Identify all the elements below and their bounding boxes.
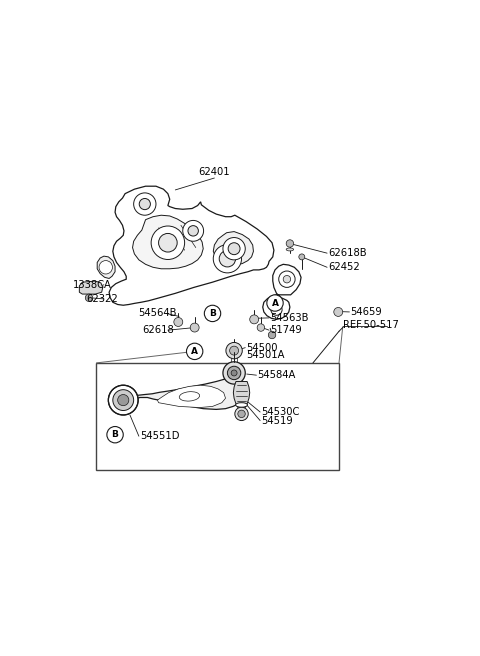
- Circle shape: [186, 343, 203, 359]
- Polygon shape: [132, 215, 203, 269]
- Circle shape: [271, 304, 282, 316]
- Text: A: A: [191, 347, 198, 356]
- Text: 62401: 62401: [199, 167, 230, 177]
- Text: REF.50-517: REF.50-517: [344, 320, 399, 331]
- Text: 62618: 62618: [142, 325, 174, 335]
- Text: 54551D: 54551D: [140, 431, 180, 441]
- Circle shape: [85, 294, 93, 302]
- Polygon shape: [109, 186, 274, 305]
- Text: 62618B: 62618B: [328, 248, 366, 258]
- Circle shape: [174, 318, 183, 327]
- Ellipse shape: [116, 390, 130, 411]
- Circle shape: [334, 308, 343, 316]
- Circle shape: [219, 251, 236, 267]
- Circle shape: [158, 234, 177, 252]
- Text: B: B: [209, 309, 216, 318]
- Circle shape: [190, 323, 199, 332]
- Polygon shape: [79, 281, 103, 294]
- Circle shape: [107, 426, 123, 443]
- Text: 54564B: 54564B: [138, 308, 177, 318]
- Circle shape: [250, 315, 259, 324]
- Polygon shape: [263, 264, 301, 319]
- Circle shape: [188, 226, 198, 236]
- Circle shape: [118, 394, 129, 405]
- Circle shape: [228, 366, 241, 380]
- Polygon shape: [97, 256, 115, 278]
- Ellipse shape: [236, 403, 248, 407]
- Circle shape: [238, 410, 245, 418]
- Text: 54563B: 54563B: [270, 313, 309, 323]
- Text: 54584A: 54584A: [257, 370, 296, 380]
- Circle shape: [213, 245, 241, 273]
- Circle shape: [133, 193, 156, 215]
- Text: B: B: [112, 430, 119, 440]
- Text: 51749: 51749: [270, 325, 302, 335]
- Text: 54530C: 54530C: [261, 407, 299, 417]
- Bar: [96, 363, 339, 470]
- Circle shape: [139, 199, 150, 210]
- Text: 54500: 54500: [246, 342, 277, 353]
- Circle shape: [223, 361, 245, 384]
- Circle shape: [268, 331, 276, 338]
- Circle shape: [286, 239, 294, 247]
- Text: 54501A: 54501A: [246, 350, 285, 360]
- Circle shape: [228, 243, 240, 255]
- Circle shape: [283, 276, 290, 283]
- Text: 62452: 62452: [328, 262, 360, 272]
- Circle shape: [235, 407, 248, 420]
- Circle shape: [151, 226, 185, 260]
- Circle shape: [226, 342, 242, 359]
- Polygon shape: [213, 232, 253, 265]
- Circle shape: [183, 220, 204, 241]
- Circle shape: [299, 254, 305, 260]
- Text: A: A: [272, 298, 278, 308]
- Text: 62322: 62322: [86, 294, 118, 304]
- Circle shape: [99, 260, 112, 274]
- Polygon shape: [157, 385, 226, 407]
- Polygon shape: [127, 377, 245, 409]
- Circle shape: [108, 385, 138, 415]
- Circle shape: [204, 305, 221, 321]
- Text: 54659: 54659: [350, 307, 382, 317]
- Text: 54519: 54519: [261, 415, 293, 426]
- Circle shape: [257, 324, 264, 331]
- Circle shape: [229, 346, 239, 355]
- Circle shape: [231, 370, 237, 376]
- Circle shape: [279, 271, 295, 287]
- Ellipse shape: [286, 248, 294, 251]
- Text: 1338CA: 1338CA: [73, 279, 112, 290]
- Circle shape: [267, 295, 283, 311]
- Circle shape: [113, 390, 133, 411]
- Ellipse shape: [179, 392, 200, 401]
- Circle shape: [223, 237, 245, 260]
- Polygon shape: [233, 382, 250, 409]
